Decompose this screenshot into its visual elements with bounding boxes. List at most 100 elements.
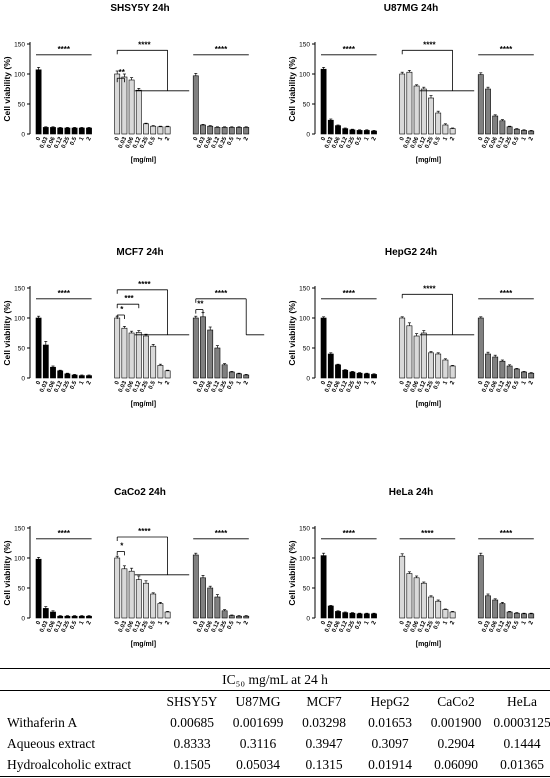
bar <box>320 317 327 379</box>
x-tick-label: 0.06 <box>489 620 500 634</box>
x-tick-label: 0 <box>114 620 121 626</box>
bar <box>128 332 135 379</box>
chart-title: CaCo2 24h <box>114 487 166 498</box>
y-tick-label: 100 <box>14 316 25 323</box>
bar <box>50 366 56 379</box>
x-tick-label: 2 <box>165 620 172 626</box>
bar <box>42 127 49 135</box>
x-tick-label: 0 <box>399 136 406 142</box>
x-axis-label: [mg/ml] <box>131 641 156 648</box>
bar <box>342 369 349 379</box>
x-tick-label: 0.12 <box>211 620 222 634</box>
bar <box>371 613 377 619</box>
significance-label: **** <box>138 40 151 49</box>
bar <box>485 353 491 379</box>
x-tick-label: 0.5 <box>227 380 236 391</box>
bar <box>164 370 171 379</box>
bar <box>200 124 206 135</box>
x-tick-label: 0.12 <box>417 136 428 150</box>
x-tick-label: 0.06 <box>46 380 57 394</box>
x-tick-label: 0.5 <box>148 136 157 147</box>
bar <box>71 615 78 619</box>
bar <box>78 127 85 135</box>
bar <box>406 573 413 619</box>
x-tick-label: 0.12 <box>417 620 428 634</box>
table-cell: 0.3097 <box>371 736 409 751</box>
table-cell: 0.3947 <box>305 736 343 751</box>
x-tick-label: 0.12 <box>54 620 65 634</box>
x-tick-label: 2 <box>165 380 172 386</box>
column-header: CaCo2 <box>437 694 475 709</box>
x-tick-label: 1 <box>364 380 371 386</box>
bar <box>214 347 221 379</box>
x-tick-label: 0.25 <box>346 136 357 150</box>
x-tick-label: 0.5 <box>69 620 78 631</box>
bar <box>399 555 406 619</box>
chart-title: HepG2 24h <box>385 247 437 258</box>
bar <box>420 88 427 135</box>
bar <box>356 372 363 379</box>
x-tick-label: 0.5 <box>433 620 442 631</box>
significance-label: **** <box>58 289 71 298</box>
x-tick-label: 0 <box>478 380 485 386</box>
y-axis-label: Cell viability (%) <box>2 300 12 365</box>
bar <box>349 371 356 379</box>
x-tick-label: 2 <box>243 136 250 142</box>
row-label: Withaferin A <box>7 715 78 730</box>
x-tick-label: 2 <box>86 380 93 386</box>
bar <box>128 79 135 135</box>
y-tick-label: 50 <box>18 346 26 353</box>
bar <box>236 127 242 135</box>
bar <box>320 555 327 619</box>
table-row: Hydroalcoholic extract 0.1505 0.05034 0.… <box>0 757 550 777</box>
x-tick-label: 2 <box>450 620 457 626</box>
x-tick-label: 0.06 <box>489 136 500 150</box>
table-cell: 0.05034 <box>236 757 280 772</box>
significance-label: **** <box>215 289 228 298</box>
x-tick-label: 0.12 <box>211 380 222 394</box>
bar <box>150 345 157 379</box>
x-tick-label: 0 <box>321 136 328 142</box>
bar <box>449 365 456 379</box>
bar <box>200 577 206 619</box>
x-tick-label: 0.03 <box>196 136 207 150</box>
bar <box>121 327 128 379</box>
bar <box>78 615 85 619</box>
bar <box>327 119 334 135</box>
y-tick-label: 100 <box>299 556 310 563</box>
x-tick-label: 0.25 <box>424 620 435 634</box>
x-tick-label: 0.03 <box>481 136 492 150</box>
x-tick-label: 0.12 <box>339 380 350 394</box>
x-tick-label: 0 <box>321 380 328 386</box>
x-axis-label: [mg/ml] <box>416 641 441 648</box>
bar <box>114 557 121 619</box>
x-tick-label: 0.12 <box>132 620 143 634</box>
bar <box>420 332 427 379</box>
x-tick-label: 1 <box>364 136 371 142</box>
x-tick-label: 0.5 <box>354 380 363 391</box>
bar <box>356 613 363 619</box>
x-tick-label: 1 <box>442 620 449 626</box>
x-tick-label: 2 <box>165 136 172 142</box>
x-tick-label: 0.03 <box>324 380 335 394</box>
bar <box>499 603 506 619</box>
x-tick-label: 0.5 <box>227 620 236 631</box>
bar <box>42 344 49 379</box>
bar <box>406 71 413 135</box>
bar <box>492 115 499 135</box>
table-cell: 0.001900 <box>430 715 482 730</box>
y-tick-label: 150 <box>299 526 310 533</box>
significance-label: **** <box>343 529 356 538</box>
x-tick-label: 0.5 <box>69 136 78 147</box>
bar <box>236 373 242 379</box>
x-tick-label: 0.03 <box>39 136 50 150</box>
bar <box>335 364 341 379</box>
table-row: Withaferin A 0.00685 0.001699 0.03298 0.… <box>0 715 550 735</box>
bar <box>413 85 420 135</box>
significance-label: **** <box>215 529 228 538</box>
bar <box>71 374 78 379</box>
bar <box>506 611 513 619</box>
x-tick-label: 2 <box>528 380 535 386</box>
bar <box>327 353 334 379</box>
bar <box>363 613 370 619</box>
